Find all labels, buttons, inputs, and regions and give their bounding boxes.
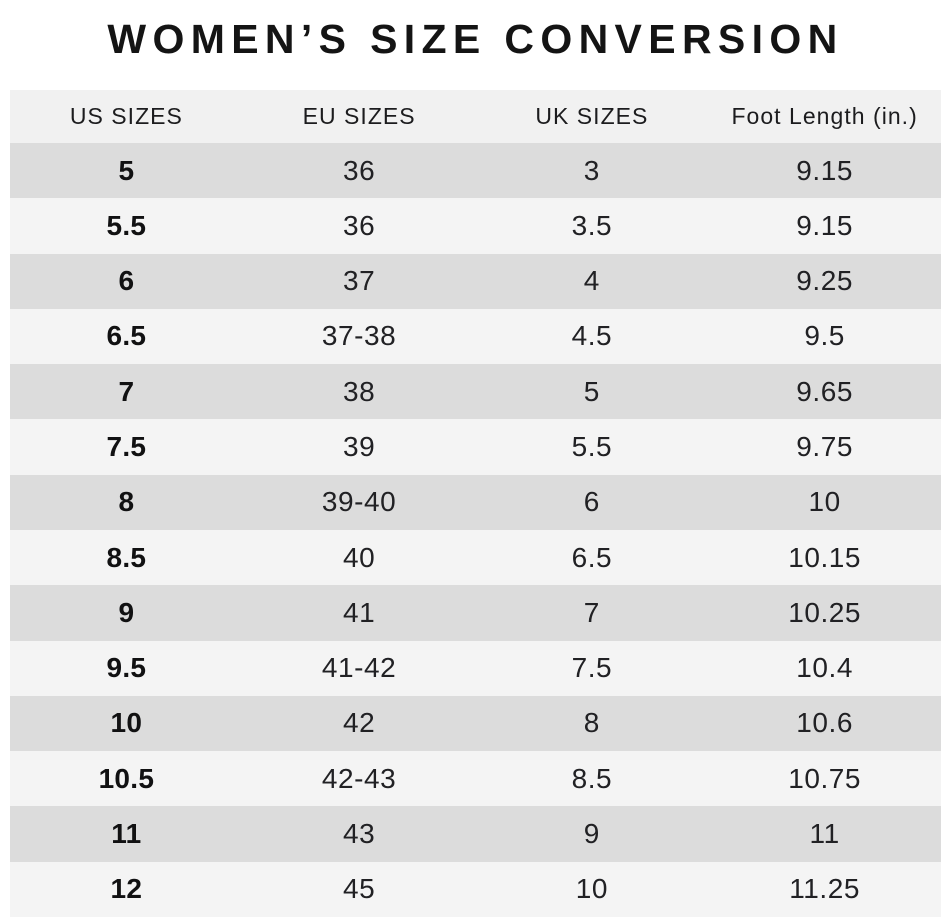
column-header-uk-sizes: UK SIZES bbox=[535, 103, 649, 129]
uk-size-cell: 8 bbox=[583, 707, 600, 739]
foot-length-cell: 10.25 bbox=[788, 596, 862, 628]
eu-size-cell: 37-38 bbox=[321, 320, 397, 352]
uk-size-cell: 6.5 bbox=[571, 541, 613, 573]
uk-size-cell: 10 bbox=[575, 873, 608, 905]
column-header-us-sizes: US SIZES bbox=[69, 103, 183, 129]
eu-size-cell: 38 bbox=[342, 375, 376, 407]
table-row: 6 37 4 9.25 bbox=[10, 253, 941, 309]
foot-length-cell: 10.6 bbox=[796, 707, 853, 739]
us-size-cell: 5.5 bbox=[106, 209, 147, 241]
foot-length-cell: 9.5 bbox=[804, 320, 845, 352]
table-row: 5 36 3 9.15 bbox=[10, 143, 941, 199]
eu-size-cell: 41 bbox=[342, 596, 376, 628]
eu-size-cell: 43 bbox=[342, 818, 376, 850]
us-size-cell: 8.5 bbox=[106, 541, 147, 573]
foot-length-cell: 10.15 bbox=[788, 541, 862, 573]
us-size-cell: 9 bbox=[118, 596, 135, 628]
table-body: 5 36 3 9.15 5.5 36 3.5 9.15 6 37 4 9.25 6.5 37-38 4.5 9… bbox=[10, 143, 941, 917]
foot-length-cell: 11.25 bbox=[789, 873, 861, 905]
uk-size-cell: 8.5 bbox=[571, 762, 613, 794]
table-row: 10.5 42-43 8.5 10.75 bbox=[10, 751, 941, 807]
uk-size-cell: 3.5 bbox=[571, 209, 613, 241]
us-size-cell: 10.5 bbox=[98, 762, 155, 794]
foot-length-cell: 9.25 bbox=[796, 265, 853, 297]
table-row: 5.5 36 3.5 9.15 bbox=[10, 198, 941, 254]
us-size-cell: 10 bbox=[110, 707, 143, 739]
table-row: 8 39-40 6 10 bbox=[10, 474, 941, 530]
us-size-cell: 7 bbox=[118, 375, 135, 407]
uk-size-cell: 4.5 bbox=[571, 320, 613, 352]
uk-size-cell: 7 bbox=[583, 596, 600, 628]
foot-length-cell: 10.75 bbox=[788, 762, 862, 794]
us-size-cell: 9.5 bbox=[106, 652, 147, 684]
us-size-cell: 5 bbox=[118, 154, 135, 186]
foot-length-cell: 9.15 bbox=[796, 154, 853, 186]
eu-size-cell: 39 bbox=[342, 431, 376, 463]
foot-length-cell: 10.4 bbox=[796, 652, 853, 684]
foot-length-cell: 10 bbox=[808, 486, 841, 518]
us-size-cell: 7.5 bbox=[106, 431, 147, 463]
table-row: 7 38 5 9.65 bbox=[10, 364, 941, 420]
table-row: 7.5 39 5.5 9.75 bbox=[10, 419, 941, 475]
table-row: 11 43 9 11 bbox=[10, 806, 941, 862]
uk-size-cell: 5.5 bbox=[571, 431, 613, 463]
foot-length-cell: 11 bbox=[809, 818, 840, 850]
eu-size-cell: 36 bbox=[342, 154, 376, 186]
table-row: 9.5 41-42 7.5 10.4 bbox=[10, 640, 941, 696]
uk-size-cell: 4 bbox=[583, 265, 600, 297]
us-size-cell: 6.5 bbox=[106, 320, 147, 352]
table-row: 10 42 8 10.6 bbox=[10, 695, 941, 752]
eu-size-cell: 40 bbox=[342, 541, 376, 573]
uk-size-cell: 9 bbox=[583, 818, 600, 850]
column-header-eu-sizes: EU SIZES bbox=[302, 103, 416, 129]
page-title: WOMEN’S SIZE CONVERSION bbox=[107, 16, 844, 62]
uk-size-cell: 6 bbox=[583, 486, 600, 518]
eu-size-cell: 37 bbox=[342, 265, 376, 297]
uk-size-cell: 7.5 bbox=[571, 652, 613, 684]
eu-size-cell: 42 bbox=[342, 707, 376, 739]
us-size-cell: 6 bbox=[118, 265, 135, 297]
table-row: 6.5 37-38 4.5 9.5 bbox=[10, 308, 941, 365]
us-size-cell: 12 bbox=[110, 873, 143, 905]
table-row: 8.5 40 6.5 10.15 bbox=[10, 529, 941, 586]
uk-size-cell: 5 bbox=[583, 375, 600, 407]
foot-length-cell: 9.75 bbox=[796, 431, 853, 463]
column-header-foot-length: Foot Length (in.) bbox=[731, 103, 918, 129]
table-header-row: US SIZES EU SIZES UK SIZES Foot Length (… bbox=[10, 90, 941, 143]
eu-size-cell: 39-40 bbox=[321, 486, 397, 518]
eu-size-cell: 42-43 bbox=[321, 762, 397, 794]
table-row: 12 45 10 11.25 bbox=[10, 861, 941, 917]
eu-size-cell: 45 bbox=[342, 873, 376, 905]
size-conversion-table: US SIZES EU SIZES UK SIZES Foot Length (… bbox=[10, 90, 941, 917]
us-size-cell: 11 bbox=[111, 818, 142, 850]
foot-length-cell: 9.15 bbox=[796, 209, 853, 241]
eu-size-cell: 36 bbox=[342, 209, 376, 241]
uk-size-cell: 3 bbox=[583, 154, 600, 186]
us-size-cell: 8 bbox=[118, 486, 135, 518]
foot-length-cell: 9.65 bbox=[796, 375, 853, 407]
eu-size-cell: 41-42 bbox=[321, 652, 397, 684]
table-row: 9 41 7 10.25 bbox=[10, 585, 941, 641]
